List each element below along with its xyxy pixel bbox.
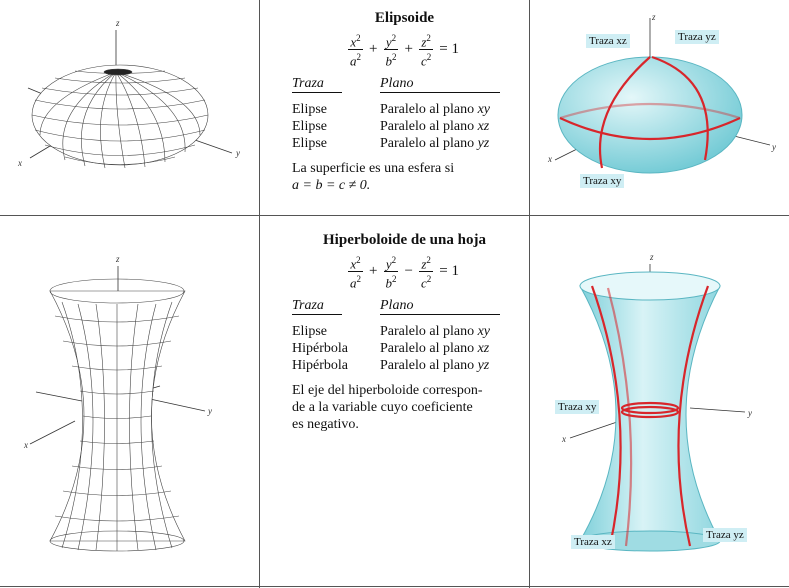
surface-title: Hiperboloide de una hoja [323, 232, 486, 248]
ellipsoid-description: Elipsoide x2 a2 + y2 b2 + z2 c2 = 1 Traza P… [292, 10, 517, 194]
table-row: Elipse Paralelo al plano xz [292, 118, 490, 134]
table-row: Elipse Paralelo al plano xy [292, 323, 491, 339]
xz-trace-curve [590, 285, 622, 547]
y-axis-label: y [235, 148, 240, 158]
z-axis-label: z [115, 18, 120, 28]
equation: x2 a2 + y2 b2 − z2 c2 = 1 [348, 255, 459, 291]
trace-xz-label: Traza xz [586, 34, 630, 48]
hyperboloid-traces-figure: z x y [561, 252, 752, 552]
table-row: Elipse Paralelo al plano yz [292, 135, 490, 151]
trace-table: Elipse Paralelo al plano xy Hipérbola Para… [292, 323, 517, 374]
xy-trace-curve [559, 117, 741, 141]
z-axis-label: z [651, 12, 656, 22]
row-divider [0, 586, 789, 587]
table-row: Hipérbola Paralelo al plano xz [292, 340, 490, 356]
trace-xy-label: Traza xy [555, 400, 600, 414]
surface-title: Elipsoide [374, 10, 435, 26]
y-axis-label: y [771, 142, 776, 152]
x-axis-label: x [17, 158, 22, 168]
yz-trace-curve [651, 55, 709, 161]
equation: x2 a2 + y2 b2 + z2 c2 = 1 [348, 33, 459, 69]
trace-yz-label: Traza yz [675, 30, 719, 44]
ellipsoid-traces-figure: z x y [547, 12, 776, 174]
column-divider [529, 0, 530, 588]
z-axis-label: z [649, 252, 654, 262]
trace-yz-label: Traza yz [703, 528, 747, 542]
trace-table-header: Traza Plano [292, 75, 517, 93]
z-axis-label: z [115, 254, 120, 264]
surface-note: El eje del hiperboloide correspon- de a … [292, 382, 483, 432]
trace-xz-label: Traza xz [571, 535, 615, 549]
ellipsoid-surface [557, 56, 743, 174]
y-axis-label: y [207, 406, 212, 416]
row-divider [0, 215, 789, 216]
y-axis-label: y [747, 408, 752, 418]
trace-table: Elipse Paralelo al plano xy Elipse Paralel… [292, 101, 517, 152]
trace-xy-label: Traza xy [580, 174, 625, 188]
surface-note: La superficie es una esfera si a = b = c… [292, 160, 455, 193]
x-axis-label: x [23, 440, 28, 450]
x-axis-label: x [561, 434, 566, 444]
hyperboloid-wireframe-figure: z x y [23, 254, 212, 552]
hyperboloid-mesh [49, 278, 186, 552]
table-row: Hipérbola Paralelo al plano yz [292, 357, 490, 373]
trace-table-header: Traza Plano [292, 297, 517, 315]
xz-trace-curve [598, 56, 651, 169]
column-divider [259, 0, 260, 588]
ellipsoid-mesh [31, 64, 209, 169]
hyperboloid-description: Hiperboloide de una hoja x2 a2 + y2 b2 − z… [292, 232, 517, 433]
ellipsoid-wireframe-figure: z x y [17, 18, 240, 169]
yz-trace-curve [677, 285, 710, 547]
table-row: Elipse Paralelo al plano xy [292, 101, 491, 117]
xy-trace-curve [620, 401, 680, 415]
x-axis-label: x [547, 154, 552, 164]
